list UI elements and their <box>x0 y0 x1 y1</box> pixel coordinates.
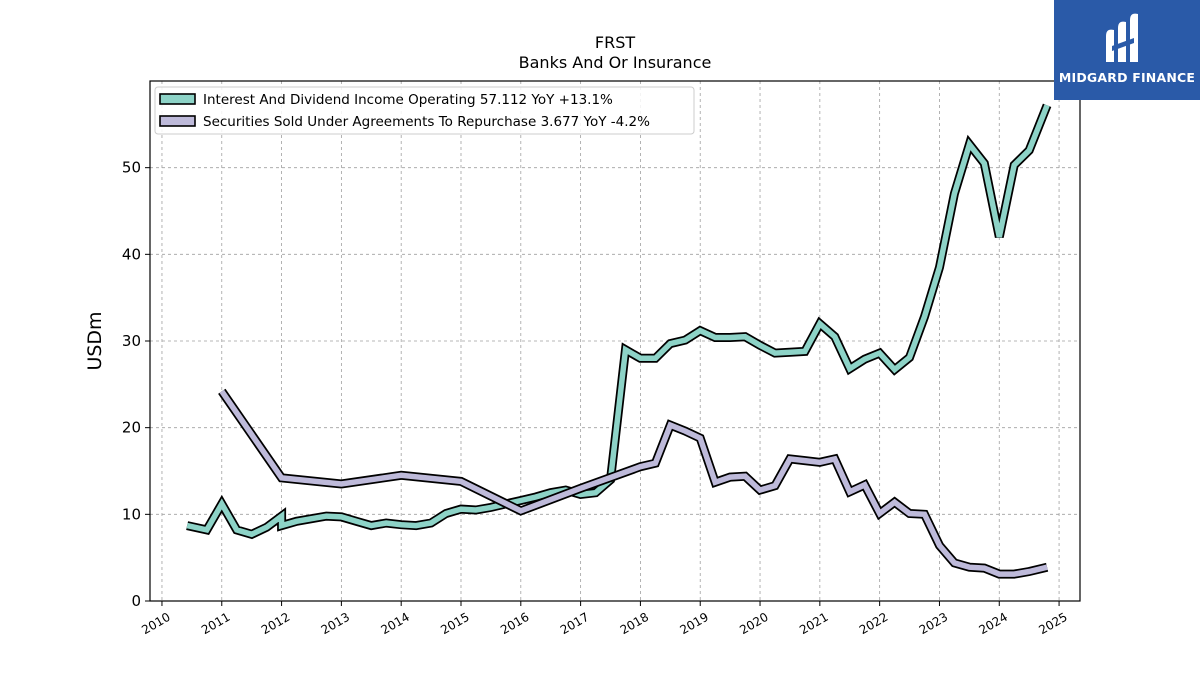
tick-label-x: 2025 <box>1036 610 1069 637</box>
series-outline-0 <box>186 103 1052 540</box>
series-line-1 <box>219 389 1048 577</box>
tick-label-x: 2012 <box>259 610 292 637</box>
legend-label-securities-sold: Securities Sold Under Agreements To Repu… <box>203 114 650 130</box>
tick-label-y: 30 <box>122 332 141 350</box>
brand-logo: MIDGARD FINANCE <box>1054 0 1200 100</box>
tick-label-x: 2021 <box>797 610 830 637</box>
tick-label-y: 10 <box>122 505 141 523</box>
legend-frame <box>154 86 695 135</box>
chart-title: FRST <box>595 33 635 52</box>
legend-label-interest-income: Interest And Dividend Income Operating 5… <box>203 92 613 108</box>
legend-swatch-interest-income <box>159 93 196 105</box>
tick-label-x: 2020 <box>737 610 770 637</box>
tick-label-x: 2011 <box>199 610 232 637</box>
tick-label-x: 2018 <box>618 610 651 637</box>
tick-label-y: 50 <box>122 159 141 177</box>
tick-label-x: 2019 <box>677 610 710 637</box>
logo-mark-icon <box>1106 13 1138 63</box>
tick-label-y: 40 <box>122 245 141 263</box>
tick-label-x: 2024 <box>977 610 1010 637</box>
legend: Interest And Dividend Income Operating 5… <box>154 86 695 135</box>
tick-label-x: 2010 <box>139 610 172 637</box>
tick-label-x: 2016 <box>498 610 531 637</box>
tick-label-x: 2023 <box>917 610 950 637</box>
legend-swatch-securities-sold <box>159 115 196 127</box>
y-axis-label: USDm <box>84 311 106 370</box>
series-layer <box>186 103 1052 579</box>
tick-label-x: 2015 <box>438 610 471 637</box>
tick-label-y: 0 <box>131 592 141 610</box>
ticks: 0 10 20 30 40 50 2010 2011 2012 2013 2014 2015 2016 2… <box>122 159 1070 638</box>
tick-label-x: 2013 <box>319 610 352 637</box>
logo-text: MIDGARD FINANCE <box>1058 70 1196 85</box>
tick-label-x: 2014 <box>378 610 411 637</box>
tick-label-x: 2017 <box>558 610 591 637</box>
series-line-0 <box>186 104 1050 538</box>
tick-label-y: 20 <box>122 419 141 437</box>
chart-subtitle: Banks And Or Insurance <box>519 53 712 72</box>
tick-label-x: 2022 <box>857 610 890 637</box>
